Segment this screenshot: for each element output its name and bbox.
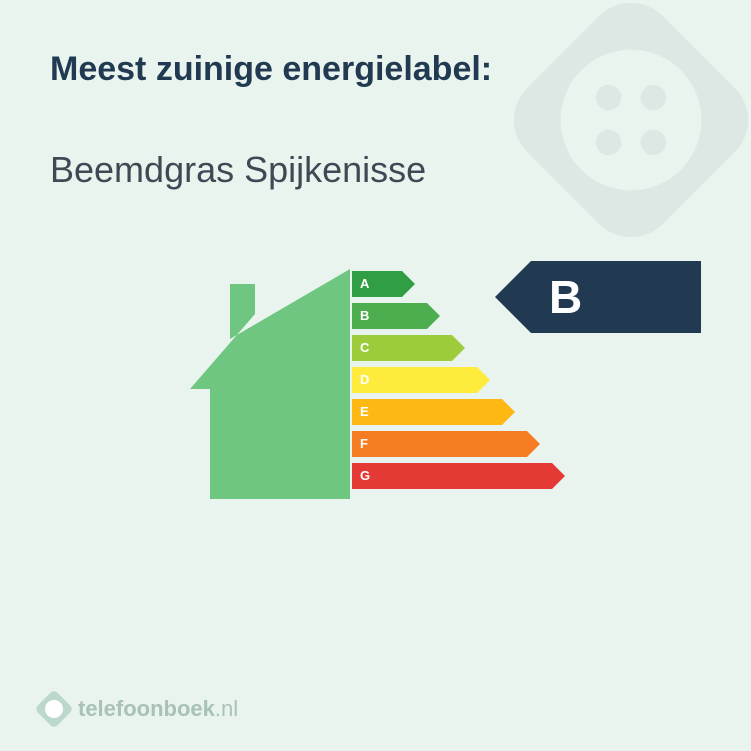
bar-letter: A: [360, 271, 369, 297]
footer-brand-tld: .nl: [215, 696, 238, 721]
location-subtitle: Beemdgras Spijkenisse: [50, 149, 701, 191]
selected-label-letter: B: [531, 261, 701, 333]
bar-arrow-icon: [452, 335, 465, 361]
bar-arrow-icon: [502, 399, 515, 425]
page-title: Meest zuinige energielabel:: [50, 50, 701, 89]
bar-body: [352, 431, 527, 457]
bar-arrow-icon: [527, 431, 540, 457]
bar-letter: F: [360, 431, 368, 457]
bar-body: [352, 399, 502, 425]
footer: telefoonboek.nl: [40, 695, 238, 723]
bar-arrow-icon: [477, 367, 490, 393]
energy-chart: ABCDEFG B: [50, 231, 701, 531]
badge-arrow-icon: [495, 261, 531, 333]
footer-brand: telefoonboek.nl: [78, 696, 238, 722]
bar-letter: C: [360, 335, 369, 361]
energy-bar-e: E: [352, 399, 565, 425]
bar-body: [352, 463, 552, 489]
house-icon: [180, 269, 350, 499]
bar-letter: E: [360, 399, 369, 425]
bar-letter: G: [360, 463, 370, 489]
energy-label-card: Meest zuinige energielabel: Beemdgras Sp…: [0, 0, 751, 751]
bar-arrow-icon: [552, 463, 565, 489]
footer-logo-icon: [34, 689, 74, 729]
bar-arrow-icon: [402, 271, 415, 297]
energy-bar-g: G: [352, 463, 565, 489]
selected-label-badge: B: [495, 261, 701, 333]
energy-bar-c: C: [352, 335, 565, 361]
bar-letter: D: [360, 367, 369, 393]
energy-bar-f: F: [352, 431, 565, 457]
footer-brand-name: telefoonboek: [78, 696, 215, 721]
bar-letter: B: [360, 303, 369, 329]
bar-arrow-icon: [427, 303, 440, 329]
energy-bar-d: D: [352, 367, 565, 393]
bar-body: [352, 367, 477, 393]
